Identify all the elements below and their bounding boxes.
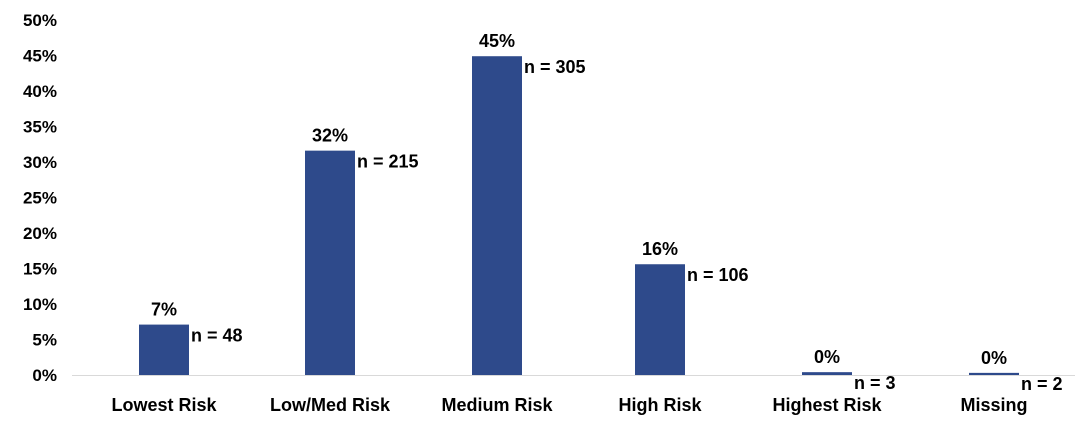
category-label: Medium Risk	[441, 395, 553, 415]
y-tick-label: 5%	[32, 331, 57, 350]
data-label-percent: 32%	[312, 126, 348, 146]
y-tick-label: 20%	[23, 224, 57, 243]
y-tick-label: 50%	[23, 11, 57, 30]
y-tick-label: 45%	[23, 47, 57, 66]
bar	[139, 324, 189, 375]
bar	[802, 372, 852, 375]
x-axis-labels: Lowest Risk Low/Med Risk Medium Risk High R…	[111, 395, 1027, 415]
category-label: Low/Med Risk	[270, 395, 391, 415]
y-tick-label: 10%	[23, 295, 57, 314]
category-label: High Risk	[618, 395, 702, 415]
bar	[472, 56, 522, 376]
data-label-percent: 7%	[151, 300, 177, 320]
bar	[635, 264, 685, 375]
data-label-percent: 16%	[642, 239, 678, 259]
y-tick-label: 30%	[23, 153, 57, 172]
y-tick-label: 15%	[23, 260, 57, 279]
data-label-count: n = 106	[687, 265, 749, 285]
data-label-count: n = 215	[357, 152, 419, 172]
data-label-count: n = 2	[1021, 374, 1063, 394]
y-tick-label: 0%	[32, 366, 57, 385]
data-label-count: n = 48	[191, 326, 243, 346]
data-label-percent: 45%	[479, 31, 515, 51]
category-label: Missing	[960, 395, 1027, 415]
bar	[969, 372, 1019, 375]
bar	[305, 150, 355, 375]
y-axis: 0% 5% 10% 15% 20% 25% 30% 35% 40% 45% 50%	[23, 11, 57, 385]
data-label-percent: 0%	[981, 348, 1007, 368]
data-label-count: n = 305	[524, 57, 586, 77]
bars: 7% n = 48 32% n = 215 45% n = 305 16% n = 106 0%…	[139, 31, 1063, 394]
y-tick-label: 40%	[23, 82, 57, 101]
y-tick-label: 25%	[23, 189, 57, 208]
category-label: Highest Risk	[772, 395, 882, 415]
data-label-count: n = 3	[854, 373, 896, 393]
category-label: Lowest Risk	[111, 395, 217, 415]
y-tick-label: 35%	[23, 118, 57, 137]
data-label-percent: 0%	[814, 347, 840, 367]
